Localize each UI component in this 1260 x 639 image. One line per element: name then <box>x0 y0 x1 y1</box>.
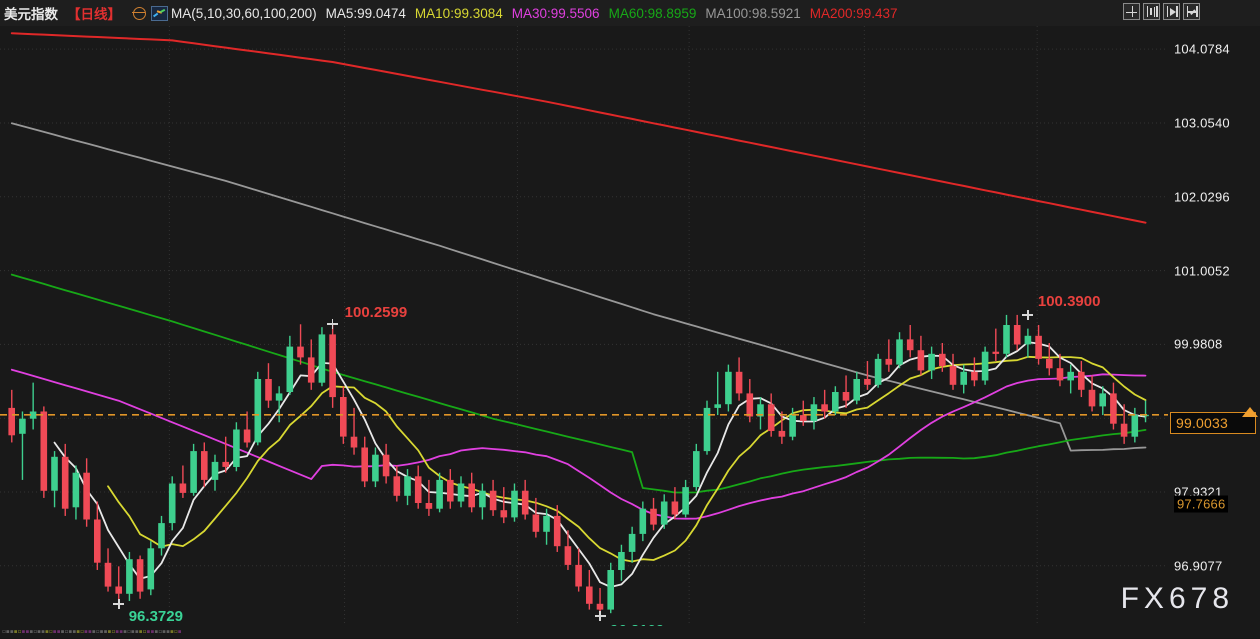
settings-circle-icon[interactable] <box>132 6 146 20</box>
bars-exit-icon[interactable] <box>1183 3 1200 20</box>
marker-cross-low-1 <box>113 599 125 610</box>
ma-params-label: MA(5,10,30,60,100,200) <box>171 5 317 21</box>
indicator-icon[interactable] <box>151 5 168 21</box>
watermark: FX678 <box>1120 582 1234 615</box>
ma30-value: MA30:99.5506 <box>511 5 600 21</box>
secondary-price-label: 97.7666 <box>1174 495 1229 513</box>
ma10-value: MA10:99.3084 <box>414 5 503 21</box>
annotation-high-1: 100.2599 <box>344 304 408 322</box>
bars-left-icon[interactable] <box>1143 3 1160 20</box>
chart-plot-area[interactable]: 100.2599 100.3900 96.3729 96.2109 <box>0 26 1168 639</box>
marker-cross-low-2 <box>594 611 606 621</box>
y-tick: 103.0540 <box>1174 115 1230 131</box>
current-price-box: 99.0033 <box>1170 411 1256 434</box>
crosshair-icon[interactable] <box>1123 3 1140 20</box>
chart-toolbar[interactable] <box>1123 3 1200 20</box>
ma100-value: MA100:98.5921 <box>705 5 801 21</box>
marker-cross-high-2 <box>1022 309 1034 320</box>
y-tick: 104.0784 <box>1174 41 1230 57</box>
ma5-value: MA5:99.0474 <box>325 5 406 21</box>
ma60-value: MA60:98.8959 <box>608 5 697 21</box>
ma200-value: MA200:99.437 <box>809 5 898 21</box>
chart-header: 美元指数 【日线】 MA(5,10,30,60,100,200) MA5:99.… <box>0 0 1260 26</box>
y-tick: 101.0052 <box>1174 263 1230 279</box>
price-arrow-icon <box>1242 406 1258 417</box>
annotation-high-2: 100.3900 <box>1037 292 1101 310</box>
y-tick: 102.0296 <box>1174 189 1230 205</box>
marker-cross-high-1 <box>327 319 339 330</box>
price-axis[interactable]: 104.0784 103.0540 102.0296 101.0052 99.9… <box>1168 26 1260 624</box>
symbol-label: 美元指数 <box>4 7 58 22</box>
period-label: 【日线】 <box>67 7 121 22</box>
bottom-indicator-strip: ▫▪▪▪▫▪▪▪▫▪▪▪▫▪▪▪▫▪▪▪▫▪▪▪▫▪▪▪▫▪▪▪▫▪▪▪▫▪▪▪… <box>0 626 1260 638</box>
annotation-low-1: 96.3729 <box>128 608 183 626</box>
candlestick-canvas[interactable] <box>0 26 1168 624</box>
y-tick: 96.9077 <box>1174 558 1223 574</box>
y-tick: 99.9808 <box>1174 336 1223 352</box>
bars-play-icon[interactable] <box>1163 3 1180 20</box>
